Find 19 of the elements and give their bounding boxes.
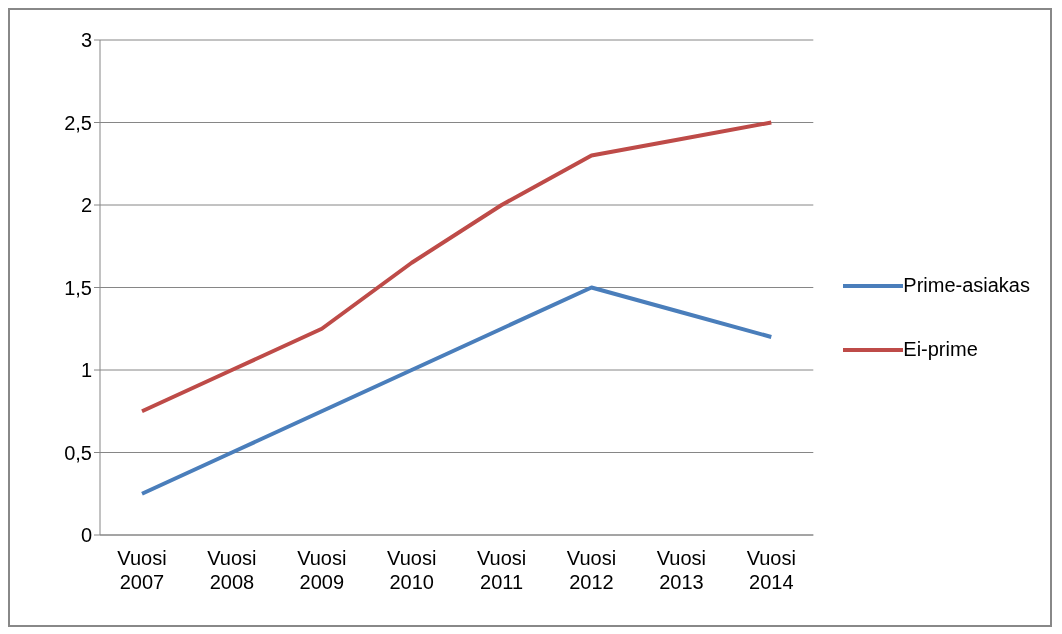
y-tick-label: 2 [80,194,92,217]
x-tick-label: Vuosi 2013 [656,547,707,593]
x-tick-label: Vuosi 2008 [207,547,257,593]
legend-label: Ei-prime [903,338,978,361]
legend-label: Prime-asiakas [903,274,1030,297]
x-tick-label: Vuosi 2009 [297,547,347,593]
y-tick-label: 1 [80,359,92,382]
line-series [140,285,774,496]
y-tick-label: 0 [80,524,92,547]
x-tick-label: Vuosi 2011 [476,547,527,593]
y-tick-label: 2,5 [64,111,92,134]
x-tick-label: Vuosi 2014 [746,547,796,593]
x-tick-label: Vuosi 2010 [387,547,437,593]
y-tick-label: 1,5 [64,276,92,299]
line-series [140,120,774,414]
x-tick-label: Vuosi 2007 [117,547,167,593]
y-tick-label: 3 [80,29,92,52]
x-tick-label: Vuosi 2012 [566,547,617,593]
y-tick-label: 0,5 [64,441,92,464]
